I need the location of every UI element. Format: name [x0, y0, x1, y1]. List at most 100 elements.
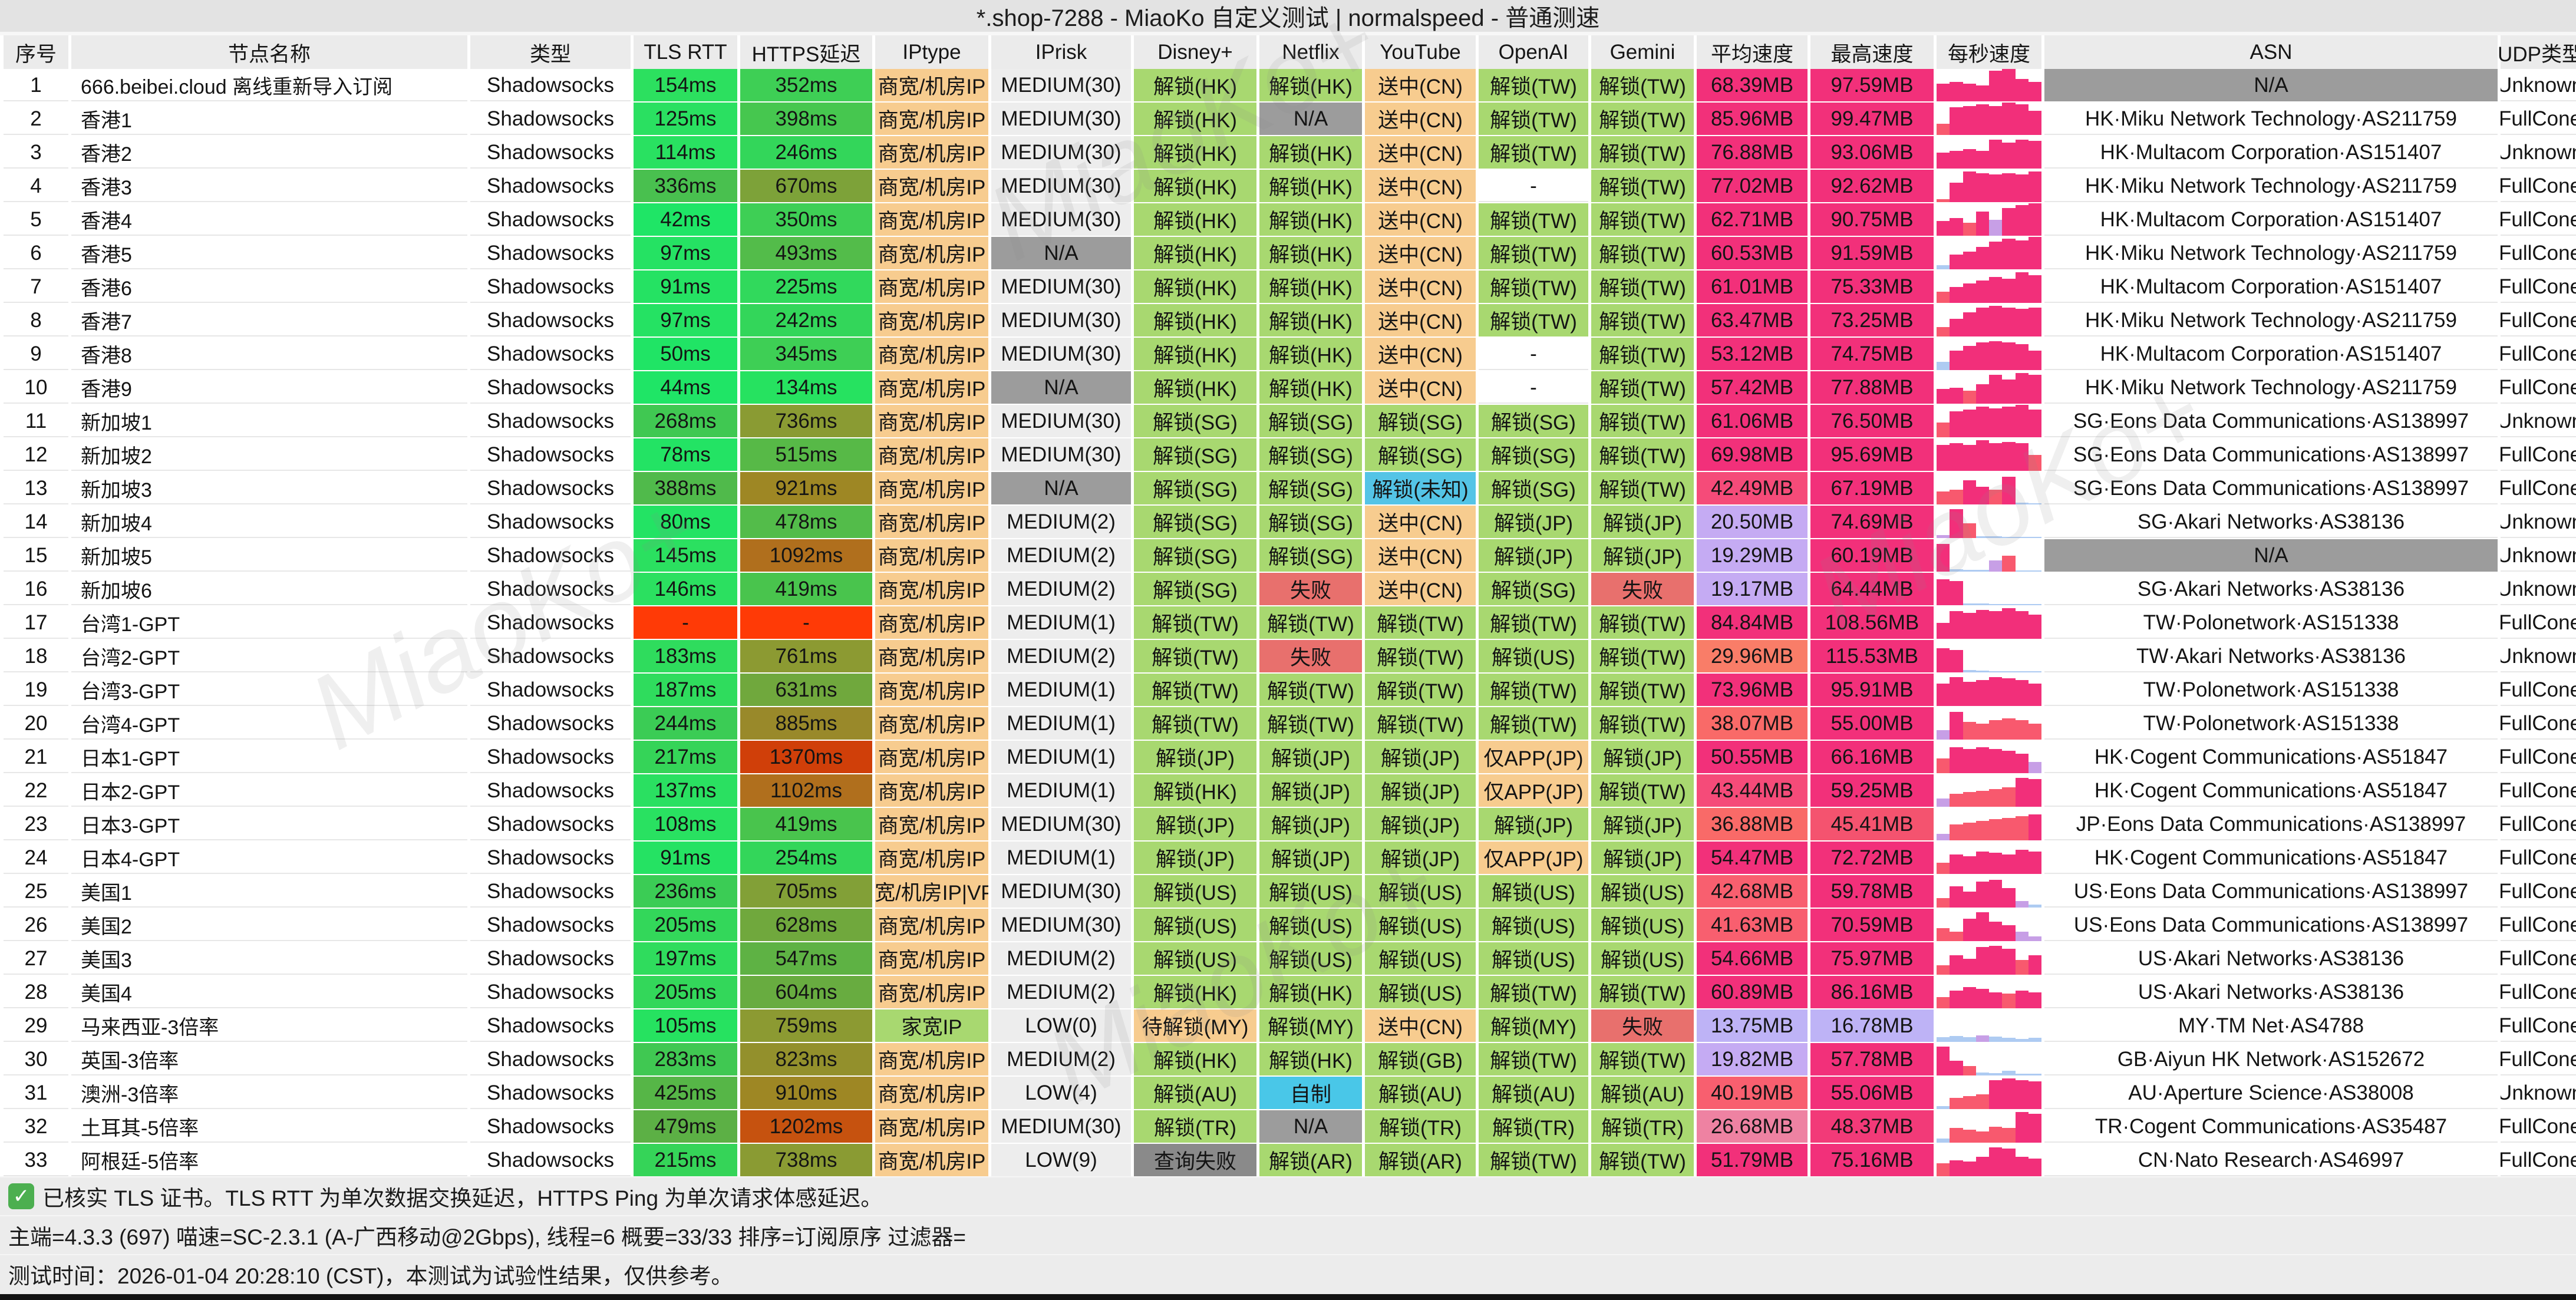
cell-asn: GB·Aiyun HK Network·AS152672: [2044, 1043, 2498, 1075]
cell-speed-sparkline: [1937, 774, 2041, 807]
sparkline-bar: [2028, 110, 2041, 135]
sparkline-bar: [2002, 949, 2016, 975]
cell-gemini: 解锁(TW): [1591, 69, 1694, 101]
cell-max-speed: 75.33MB: [1810, 270, 1934, 303]
sparkline-bar: [1937, 152, 1950, 169]
sparkline-bar: [1975, 790, 1989, 807]
sparkline-bar: [1950, 824, 1963, 840]
cell-gemini: 解锁(TW): [1591, 270, 1694, 303]
cell-speed-sparkline: [1937, 573, 2041, 605]
sparkline-bar: [1950, 217, 1963, 236]
sparkline-bar: [1962, 251, 1976, 269]
cell-speed-sparkline: [1937, 338, 2041, 370]
sparkline-bar: [1975, 1157, 1989, 1176]
cell-index: 20: [4, 707, 68, 740]
cell-speed-sparkline: [1937, 203, 2041, 236]
cell-avg-speed: 19.29MB: [1697, 539, 1808, 572]
sparkline-bar: [2002, 379, 2016, 404]
cell-type: Shadowsocks: [470, 405, 631, 437]
cell-disney: 解锁(HK): [1134, 338, 1256, 370]
cell-tls-rtt: 236ms: [634, 875, 737, 908]
cell-type: Shadowsocks: [470, 539, 631, 572]
cell-tls-rtt: 268ms: [634, 405, 737, 437]
sparkline-bar: [2002, 678, 2016, 706]
cell-avg-speed: 63.47MB: [1697, 304, 1808, 336]
sparkline-bar: [1962, 345, 1976, 370]
cell-netflix: 解锁(AR): [1259, 1144, 1362, 1176]
sparkline-bar: [2028, 141, 2041, 169]
cell-type: Shadowsocks: [470, 842, 631, 874]
cell-node-name: 新加坡6: [71, 573, 467, 605]
cell-openai: 解锁(MY): [1479, 1009, 1588, 1042]
sparkline-bar: [1975, 406, 1989, 437]
cell-tls-rtt: 479ms: [634, 1110, 737, 1143]
sparkline-bar: [1989, 139, 2003, 169]
cell-iptype: 商宽/机房IP: [875, 1043, 988, 1075]
sparkline-bar: [2015, 680, 2029, 706]
cell-https-latency: 419ms: [740, 573, 872, 605]
cell-index: 6: [4, 237, 68, 269]
sparkline-bar: [2028, 307, 2041, 336]
sparkline-bar: [1975, 821, 1989, 840]
cell-max-speed: 76.50MB: [1810, 405, 1934, 437]
cell-openai: 解锁(TR): [1479, 1110, 1588, 1143]
cell-avg-speed: 38.07MB: [1697, 707, 1808, 740]
cell-node-name: 香港3: [71, 170, 467, 202]
cell-gemini: 解锁(TW): [1591, 170, 1694, 202]
sparkline-bar: [1962, 603, 1976, 605]
sparkline-bar: [1989, 374, 2003, 404]
sparkline-bar: [2002, 173, 2016, 202]
cell-index: 12: [4, 438, 68, 471]
cell-iprisk: MEDIUM(2): [991, 1043, 1131, 1075]
cell-iprisk: LOW(9): [991, 1144, 1131, 1176]
cell-iptype: 商宽/机房IP: [875, 976, 988, 1008]
cell-speed-sparkline: [1937, 942, 2041, 975]
sparkline-bar: [2015, 901, 2029, 908]
cell-netflix: 解锁(SG): [1259, 506, 1362, 538]
cell-iprisk: LOW(4): [991, 1077, 1131, 1109]
cell-speed-sparkline: [1937, 438, 2041, 471]
cell-type: Shadowsocks: [470, 573, 631, 605]
cell-max-speed: 72.72MB: [1810, 842, 1934, 874]
cell-iprisk: LOW(0): [991, 1009, 1131, 1042]
cell-node-name: 香港7: [71, 304, 467, 336]
col-header-openai: OpenAI: [1479, 35, 1588, 70]
cell-node-name: 新加坡4: [71, 506, 467, 538]
cell-iptype: 商宽/机房IP: [875, 405, 988, 437]
cell-node-name: 新加坡2: [71, 438, 467, 471]
sparkline-bar: [1937, 834, 1950, 840]
cell-gemini: 解锁(JP): [1591, 808, 1694, 840]
sparkline-bar: [1962, 958, 1976, 975]
cell-iprisk: N/A: [991, 371, 1131, 404]
cell-speed-sparkline: [1937, 506, 2041, 538]
sparkline-bar: [2015, 78, 2029, 101]
cell-https-latency: 604ms: [740, 976, 872, 1008]
cell-index: 5: [4, 203, 68, 236]
cell-https-latency: 885ms: [740, 707, 872, 740]
cell-openai: 解锁(TW): [1479, 270, 1588, 303]
sparkline-bar: [1962, 721, 1976, 740]
cell-max-speed: 16.78MB: [1810, 1009, 1934, 1042]
sparkline-bar: [2015, 754, 2029, 773]
cell-udp-type: Unknown: [2501, 539, 2576, 572]
sparkline-bar: [1975, 246, 1989, 269]
cell-tls-rtt: 91ms: [634, 270, 737, 303]
cell-udp-type: FullCone: [2501, 606, 2576, 639]
sparkline-bar: [1989, 677, 2003, 706]
cell-iptype: 商宽/机房IP: [875, 203, 988, 236]
sparkline-bar: [1950, 255, 1963, 269]
sparkline-bar: [1962, 1130, 1976, 1143]
cell-speed-sparkline: [1937, 103, 2041, 135]
cell-avg-speed: 19.82MB: [1697, 1043, 1808, 1075]
cell-tls-rtt: 108ms: [634, 808, 737, 840]
cell-youtube: 解锁(TW): [1365, 606, 1476, 639]
sparkline-bar: [1989, 992, 2003, 1008]
sparkline-bar: [2015, 174, 2029, 202]
sparkline-bar: [1975, 912, 1989, 941]
cell-disney: 解锁(TW): [1134, 674, 1256, 706]
cell-iptype: 商宽/机房IP: [875, 774, 988, 807]
cell-asn: N/A: [2044, 69, 2498, 101]
cell-udp-type: FullCone: [2501, 304, 2576, 336]
cell-https-latency: 242ms: [740, 304, 872, 336]
cell-iptype: 商宽/机房IP: [875, 842, 988, 874]
